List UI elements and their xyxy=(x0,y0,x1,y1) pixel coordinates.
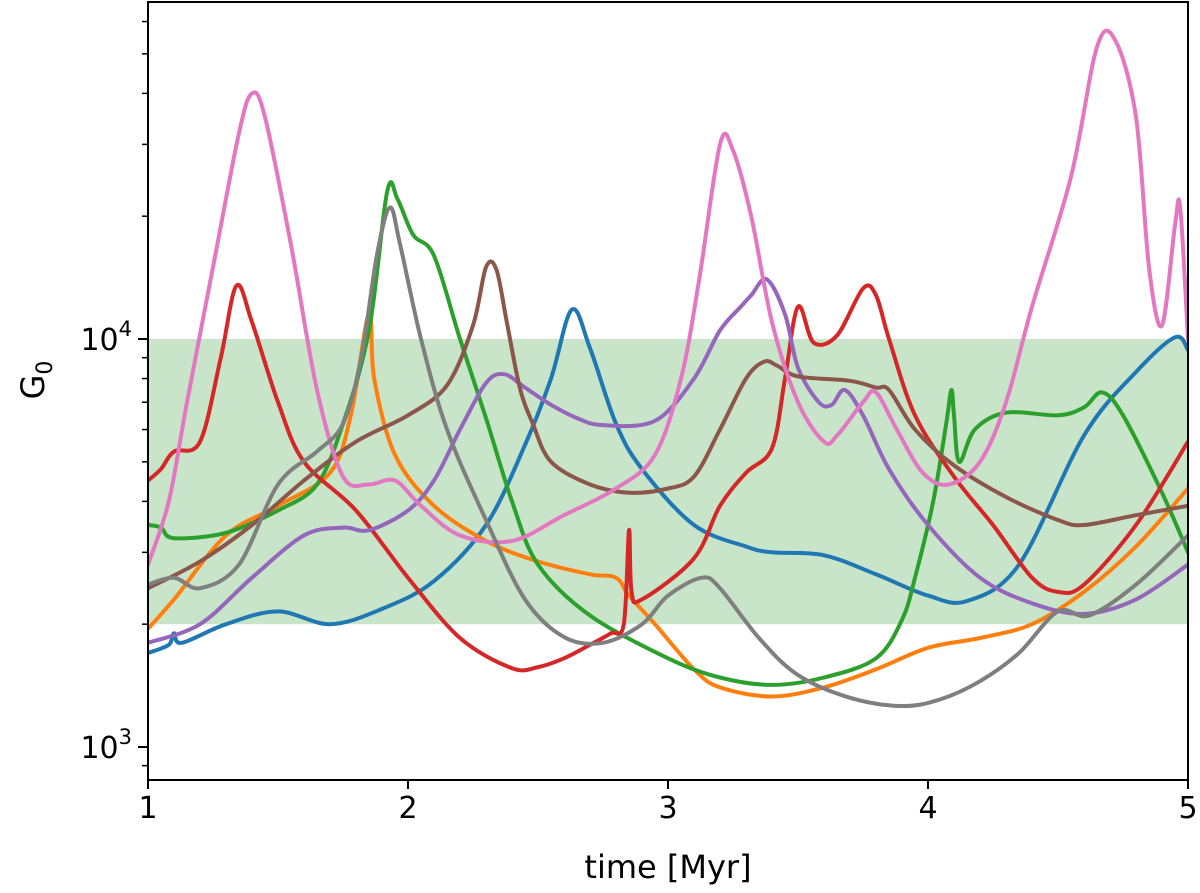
series-layer xyxy=(148,28,1188,709)
series-line-brown xyxy=(148,259,1188,591)
y-tick-label-exponent: 3 xyxy=(119,725,132,749)
series-line-purple xyxy=(148,277,1188,645)
y-axis-label-subscript: 0 xyxy=(33,361,58,375)
x-tick-label: 3 xyxy=(658,791,677,826)
y-tick-label: 103 xyxy=(80,725,132,766)
y-tick-label: 104 xyxy=(80,317,132,358)
series-line-pink xyxy=(148,28,1188,567)
series-line-gray xyxy=(148,205,1188,709)
x-axis-label: time [Myr] xyxy=(584,848,751,886)
y-tick-label-base: 10 xyxy=(80,323,118,358)
y-axis-label-main: G xyxy=(14,375,52,400)
y-tick-label-exponent: 4 xyxy=(119,317,132,341)
x-tick-label: 4 xyxy=(918,791,937,826)
x-tick-label: 5 xyxy=(1178,791,1197,826)
y-axis-label: G0 xyxy=(14,361,58,400)
y-tick-label-base: 10 xyxy=(80,731,118,766)
x-tick-label: 2 xyxy=(398,791,417,826)
x-tick-label: 1 xyxy=(138,791,157,826)
